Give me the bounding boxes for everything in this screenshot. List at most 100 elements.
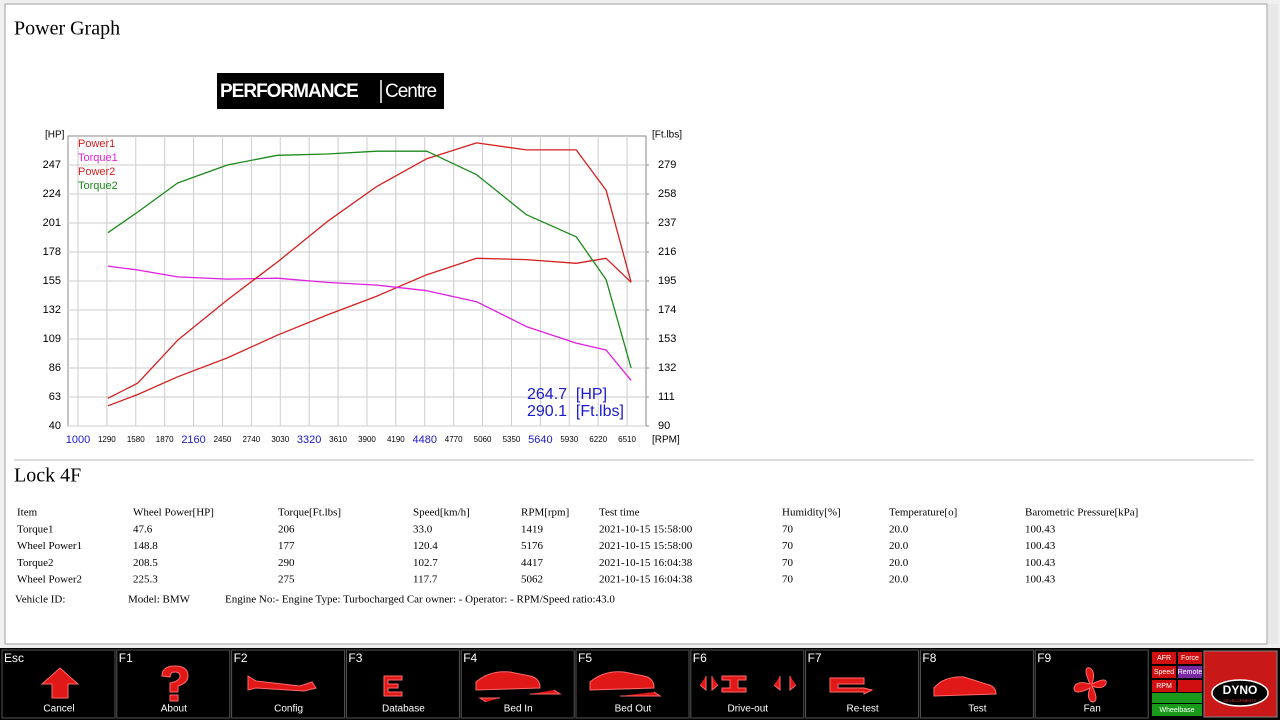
x-tick-label: 5350 [503,435,521,444]
table-cell: 20.0 [889,557,909,569]
toolbar-button[interactable]: F5 Bed Out [575,649,690,719]
table-cell: 290 [278,557,295,569]
x-tick-label: 5930 [560,435,578,444]
status-cell[interactable] [1178,652,1202,664]
vehicle-info: Model: BMW [128,594,191,606]
legend-entry: Torque2 [78,180,118,192]
table-cell: 177 [278,540,295,552]
button-key: F8 [922,651,936,665]
status-cell[interactable] [1152,666,1176,678]
legend-entry: Power2 [78,166,115,178]
results-table: Item Wheel Power[HP] Torque[Ft.lbs] Speed[k… [15,507,1138,606]
table-cell: 225.3 [133,574,158,586]
table-cell: 2021-10-15 16:04:38 [599,574,693,586]
y-tick-label: 132 [43,304,61,316]
data-line [107,265,632,381]
logo-box [217,73,444,109]
logo-text: Centre [385,81,436,102]
y-tick-label: 86 [49,362,61,374]
table-header: Humidity[%] [782,507,841,519]
y-tick-label: 201 [43,217,61,229]
table-cell: 70 [782,574,794,586]
table-cell: 70 [782,557,794,569]
button-key: F6 [693,651,707,665]
y2-tick-label: 216 [658,246,676,258]
toolbar-button[interactable]: F4 Bed In [460,649,575,719]
x-tick-label: 4190 [387,435,405,444]
table-cell: Torque1 [17,524,54,536]
x-tick-label: 1870 [156,435,174,444]
table-cell: 47.6 [133,524,153,536]
x-tick-label: 4770 [445,435,463,444]
button-face[interactable] [690,649,805,719]
button-face[interactable] [345,649,460,719]
table-cell: 2021-10-15 15:58:00 [599,524,693,536]
table-cell: 20.0 [889,524,909,536]
y-tick-label: 63 [49,391,61,403]
y-axis-label: [HP] [45,130,65,141]
toolbar-button[interactable]: F6 Drive-out [690,649,805,719]
button-icon [699,675,797,693]
toolbar-button[interactable]: F8 Test [919,649,1034,719]
table-cell: Wheel Power2 [17,574,82,586]
status-cell [1152,693,1202,703]
x-tick-label: 2450 [214,435,232,444]
button-face[interactable] [116,649,231,719]
table-cell: 2021-10-15 16:04:38 [599,557,693,569]
table-cell: 2021-10-15 15:58:00 [599,540,693,552]
x-tick-label: 5060 [474,435,492,444]
status-cell[interactable] [1152,680,1176,692]
x-tick-label: 1000 [66,434,90,446]
data-line [107,142,632,399]
status-cell[interactable] [1152,652,1176,664]
annotation: 264.7 [HP] [527,386,607,403]
status-cell[interactable] [1152,704,1202,716]
x-tick-label: 3030 [271,435,289,444]
toolbar-button[interactable]: F1 About [116,649,231,719]
x-tick-label: 2160 [181,434,205,446]
table-header: Test time [599,507,640,519]
y2-tick-label: 195 [658,275,676,287]
x-tick-label: 6510 [618,435,636,444]
annotation: 290.1 [Ft.lbs] [527,403,624,420]
button-icon [40,667,80,699]
table-cell: 1419 [521,524,544,536]
toolbar-button[interactable]: F2 Config [231,649,346,719]
table-cell: 70 [782,540,794,552]
data-line [107,150,632,369]
table-cell: 120.4 [413,540,438,552]
y-tick-label: 247 [43,159,61,171]
logo-text: PERFORMANCE [220,81,358,102]
window-title: Power Graph [14,18,120,40]
table-cell: 5176 [521,540,544,552]
y-tick-label: 224 [43,188,61,200]
toolbar-button[interactable]: Esc Cancel [1,649,116,719]
y-tick-label: 109 [43,333,61,345]
x-tick-label: 1290 [98,435,116,444]
y2-tick-label: 279 [658,159,676,171]
table-header: Barometric Pressure[kPa] [1025,507,1138,519]
button-label: Fan [1084,704,1101,715]
button-key: F2 [234,651,248,665]
table-header: Temperature[o] [889,507,957,519]
vehicle-info: Vehicle ID: [15,594,65,606]
button-key: F1 [119,651,133,665]
button-icon [247,675,317,692]
table-cell: Torque2 [17,557,54,569]
table-cell: 206 [278,524,295,536]
toolbar-button[interactable]: F9 Fan [1034,649,1149,719]
button-label: Test [968,704,987,715]
status-cell[interactable] [1178,666,1202,678]
button-key: F4 [463,651,477,665]
table-cell: 208.5 [133,557,158,569]
scrollbar[interactable] [1268,4,1278,644]
table-cell: 275 [278,574,295,586]
button-icon [161,665,189,702]
button-icon [829,677,874,695]
toolbar-button[interactable]: F7 Re-test [805,649,920,719]
chart: 1000 1290 1580 1870 2160 2450 2740 3030 3320 3610… [43,130,683,446]
button-icon [475,671,562,703]
toolbar-button[interactable]: F3 Database [345,649,460,719]
table-cell: 70 [782,524,794,536]
